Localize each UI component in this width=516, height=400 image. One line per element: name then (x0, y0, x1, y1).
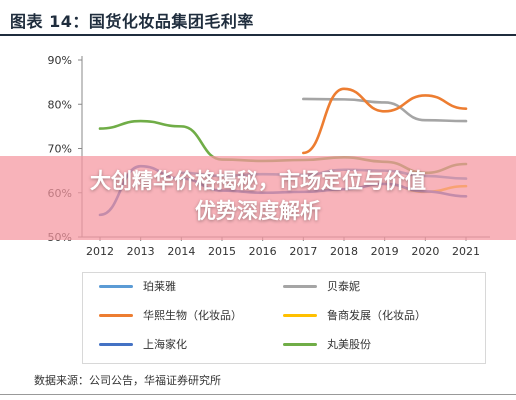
y-tick-label: 90% (48, 54, 72, 67)
source-note: 数据来源：公司公告，华福证券研究所 (34, 374, 221, 387)
overlay-line-1: 大创精华价格揭秘，市场定位与价值 (90, 169, 426, 193)
y-tick-label: 80% (48, 98, 72, 111)
x-tick-label: 2017 (289, 245, 317, 258)
title-divider (0, 34, 516, 36)
chart-title: 图表 14：国货化妆品集团毛利率 (10, 12, 254, 31)
y-tick-label: 70% (48, 143, 72, 156)
legend-item: 珀莱雅 (99, 276, 176, 296)
legend-label: 华熙生物（化妆品） (143, 309, 242, 322)
x-tick-label: 2012 (86, 245, 114, 258)
legend-item: 鲁商发展（化妆品） (283, 305, 426, 325)
legend-swatch (99, 284, 133, 288)
source-divider (0, 394, 516, 395)
overlay-line-2: 优势深度解析 (195, 199, 321, 223)
legend-swatch (99, 313, 133, 317)
legend-label: 珀莱雅 (143, 280, 176, 293)
x-tick-label: 2018 (330, 245, 358, 258)
legend-swatch (283, 313, 317, 317)
legend-swatch (283, 284, 317, 288)
x-tick-label: 2020 (411, 245, 439, 258)
legend-swatch (99, 342, 133, 346)
x-tick-label: 2019 (371, 245, 399, 258)
legend-item: 华熙生物（化妆品） (99, 305, 242, 325)
legend-label: 鲁商发展（化妆品） (327, 309, 426, 322)
legend-label: 丸美股份 (327, 338, 371, 351)
x-tick-label: 2013 (127, 245, 155, 258)
overlay-headline: 大创精华价格揭秘，市场定位与价值 优势深度解析 (0, 166, 516, 226)
x-tick-label: 2015 (208, 245, 236, 258)
overlay-banner (0, 156, 516, 240)
legend-label: 贝泰妮 (327, 280, 360, 293)
x-tick-label: 2014 (167, 245, 195, 258)
legend-item: 上海家化 (99, 334, 187, 354)
legend-item: 贝泰妮 (283, 276, 360, 296)
legend: 珀莱雅 贝泰妮华熙生物（化妆品） 鲁商发展（化妆品） 上海家化 丸美股份 (82, 272, 486, 364)
legend-swatch (283, 342, 317, 346)
legend-label: 上海家化 (143, 338, 187, 351)
x-tick-label: 2016 (249, 245, 277, 258)
legend-item: 丸美股份 (283, 334, 371, 354)
x-tick-label: 2021 (452, 245, 480, 258)
series-line-3 (302, 87, 468, 155)
axes: 50%60%70%80%90%2012201320142015201620172… (48, 54, 490, 258)
